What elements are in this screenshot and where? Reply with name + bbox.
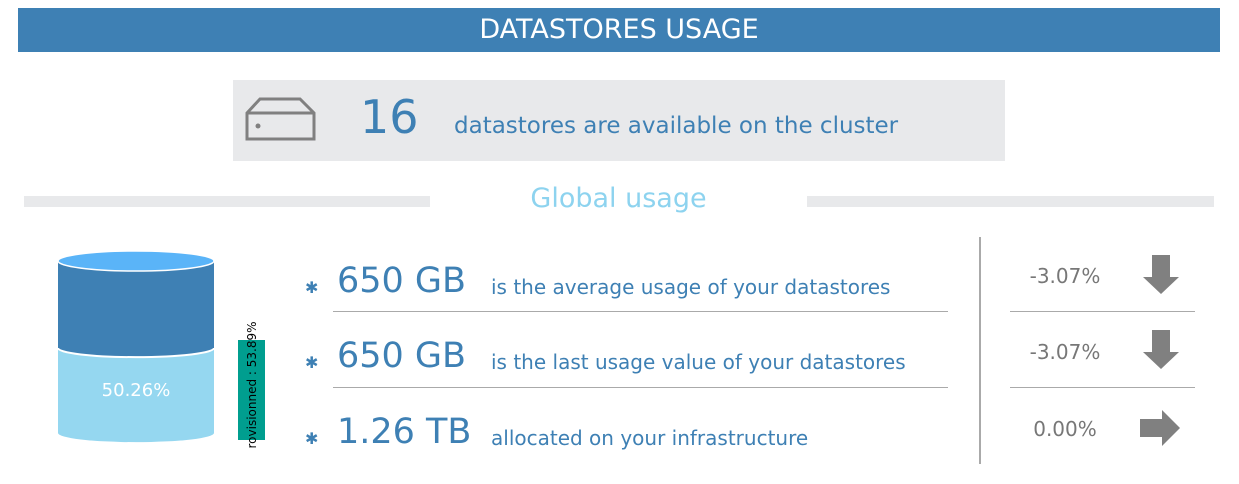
hard-drive-icon (245, 97, 316, 141)
divider (807, 196, 1214, 207)
cylinder-top (57, 250, 215, 272)
used-percent-label: 50.26% (101, 380, 171, 401)
free-segment (58, 261, 214, 358)
stat-row: ✱ 650 GB is the last usage value of your… (305, 333, 945, 383)
change-value: 0.00% (1033, 417, 1097, 441)
divider (1010, 387, 1195, 388)
datastore-count: 16 (360, 90, 419, 144)
divider (1010, 311, 1195, 312)
section-title: Global usage (530, 183, 707, 214)
stat-row: ✱ 1.26 TB allocated on your infrastructu… (305, 409, 945, 459)
stat-text: is the last usage value of your datastor… (491, 350, 906, 374)
arrow-right-icon (1140, 410, 1180, 446)
used-segment (58, 350, 214, 443)
change-value: -3.07% (1029, 264, 1101, 288)
divider (333, 387, 948, 388)
bullet-icon: ✱ (305, 278, 319, 297)
stat-value: 1.26 TB (337, 412, 472, 452)
stat-value: 650 GB (337, 336, 467, 376)
provisioned-label: rovisionned : 53.89% (245, 321, 259, 449)
stat-value: 650 GB (337, 261, 467, 301)
stat-row: ✱ 650 GB is the average usage of your da… (305, 258, 945, 308)
change-value: -3.07% (1029, 340, 1101, 364)
page-header: DATASTORES USAGE (18, 8, 1220, 52)
provisioned-bar (238, 340, 265, 440)
datastore-count-text: datastores are available on the cluster (454, 113, 899, 139)
bullet-icon: ✱ (305, 429, 319, 448)
stat-text: is the average usage of your datastores (491, 275, 891, 299)
datastore-count-panel (233, 80, 1005, 161)
bullet-icon: ✱ (305, 353, 319, 372)
arrow-down-icon (1143, 255, 1179, 294)
usage-cylinder (57, 250, 215, 443)
arrow-down-icon (1143, 330, 1179, 369)
divider (979, 237, 981, 464)
divider (24, 196, 430, 207)
divider (333, 311, 948, 312)
stat-text: allocated on your infrastructure (491, 426, 809, 450)
